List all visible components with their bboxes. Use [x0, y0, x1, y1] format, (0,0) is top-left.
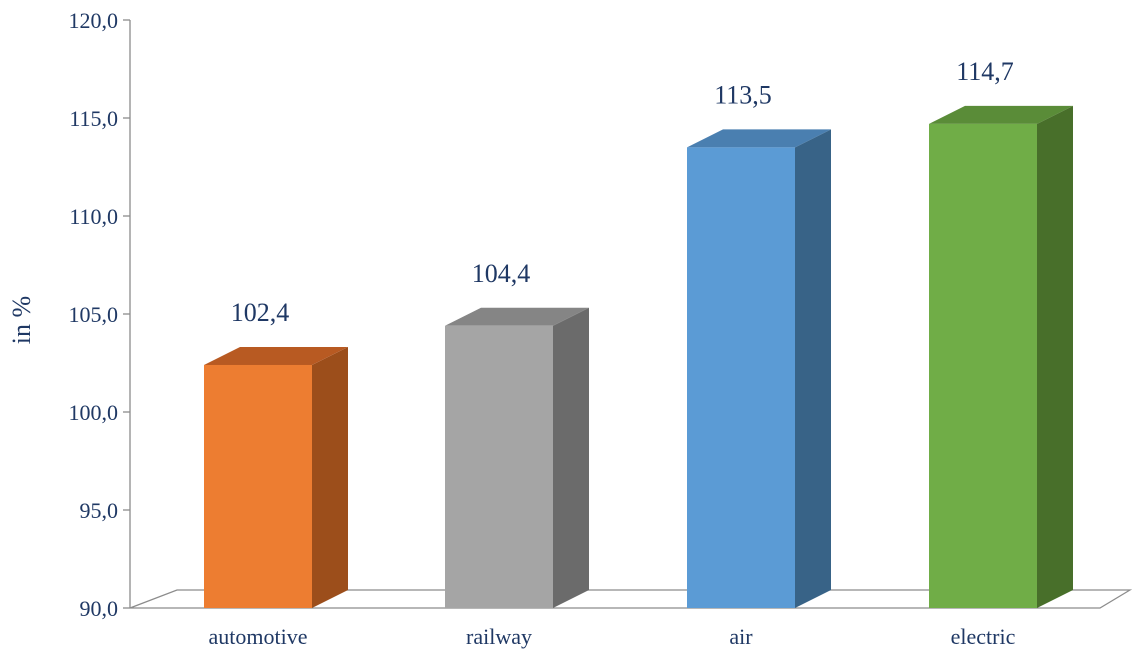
y-tick-label: 105,0 — [69, 302, 119, 327]
bar-railway — [445, 325, 553, 608]
data-label-electric: 114,7 — [956, 57, 1014, 86]
category-label-air: air — [729, 624, 753, 649]
y-tick-label: 100,0 — [69, 400, 119, 425]
bar-electric — [929, 123, 1037, 608]
y-tick-label: 120,0 — [69, 8, 119, 33]
y-axis-title: in % — [7, 296, 36, 344]
bar-top — [204, 346, 348, 365]
bar-side — [312, 346, 348, 608]
category-label-electric: electric — [951, 624, 1016, 649]
bar-side — [795, 129, 831, 608]
y-tick-label: 90,0 — [80, 596, 119, 621]
category-label-railway: railway — [466, 624, 532, 649]
bar-side — [553, 307, 589, 608]
bar-top — [687, 129, 831, 148]
data-label-railway: 104,4 — [472, 259, 531, 288]
y-tick-label: 95,0 — [80, 498, 119, 523]
y-tick-label: 110,0 — [69, 204, 118, 229]
bar-side — [1037, 105, 1073, 608]
bar-automotive — [204, 364, 312, 608]
bar-air — [687, 147, 795, 608]
bar-top — [445, 307, 589, 326]
y-tick-label: 115,0 — [69, 106, 118, 131]
category-label-automotive: automotive — [209, 624, 308, 649]
data-label-automotive: 102,4 — [231, 298, 290, 327]
data-label-air: 113,5 — [714, 80, 772, 109]
bar-top — [929, 105, 1073, 124]
